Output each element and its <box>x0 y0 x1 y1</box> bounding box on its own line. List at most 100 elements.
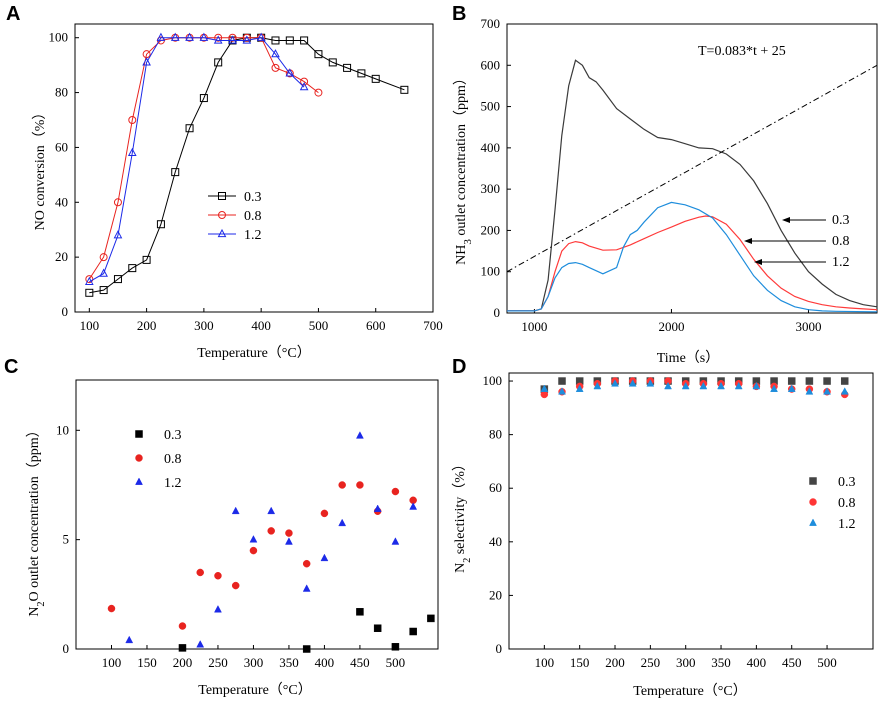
panel-letter-b: B <box>452 3 466 25</box>
legend-marker-0.8 <box>218 211 226 219</box>
data-point-0.8 <box>302 559 311 568</box>
data-point-0.3 <box>178 644 187 652</box>
x-axis-label-a: Temperature（°C） <box>197 345 310 361</box>
data-point-0.3 <box>314 50 323 59</box>
data-point-0.3 <box>302 645 311 653</box>
x-tick-label: 250 <box>641 655 661 670</box>
data-point-0.3 <box>328 58 337 67</box>
y-tick-label: 20 <box>55 249 68 264</box>
data-point-1.2 <box>611 379 619 387</box>
x-tick-label: 200 <box>137 318 157 333</box>
panel-a: Temperature（°C） NO conversion（%） 100 200 3… <box>32 23 443 361</box>
x-tick-label: 500 <box>386 655 406 670</box>
panel-letter-a: A <box>6 3 20 25</box>
x-tick-label: 100 <box>102 655 122 670</box>
series-line-0.8 <box>507 215 878 312</box>
data-point-0.3 <box>558 377 566 385</box>
data-point-1.2 <box>628 379 637 387</box>
data-point-1.2 <box>717 381 725 390</box>
data-point-0.8 <box>113 198 122 207</box>
series-line-1.2 <box>507 201 878 313</box>
curve-label-0.8: 0.8 <box>832 234 850 249</box>
y-tick-label: 10 <box>56 422 69 437</box>
data-point-0.8 <box>271 63 280 72</box>
y-tick-label: 0 <box>496 641 503 656</box>
legend-label-1.2: 1.2 <box>838 517 856 532</box>
data-point-1.2 <box>214 605 222 613</box>
y-axis-label-d: N2 selectivity（%） <box>452 457 473 573</box>
curve-label-0.3: 0.3 <box>832 213 850 228</box>
legend-label-0.3: 0.3 <box>838 475 856 490</box>
x-tick-label: 450 <box>782 655 802 670</box>
data-point-0.3 <box>199 94 208 103</box>
plot-frame-b <box>506 23 878 314</box>
data-point-0.3 <box>400 85 409 94</box>
data-point-0.8 <box>214 571 222 580</box>
y-tick-label: 5 <box>63 532 70 547</box>
y-tick-label: 80 <box>55 85 68 100</box>
x-tick-label: 100 <box>535 655 555 670</box>
y-tick-label: 80 <box>489 427 502 442</box>
data-point-0.8 <box>85 275 94 284</box>
series-line-0.8 <box>88 37 319 280</box>
data-point-0.8 <box>128 116 137 124</box>
data-point-1.2 <box>302 584 311 592</box>
y-tick-label: 400 <box>481 140 501 155</box>
data-point-0.3 <box>142 255 151 264</box>
data-point-1.2 <box>271 49 280 58</box>
data-point-0.3 <box>357 69 366 78</box>
data-point-0.8 <box>314 88 323 97</box>
data-point-0.8 <box>540 390 549 399</box>
data-point-0.8 <box>228 33 237 42</box>
data-point-1.2 <box>409 502 418 510</box>
x-tick-label: 200 <box>605 655 625 670</box>
x-tick-label: 150 <box>137 655 157 670</box>
data-point-1.2 <box>242 35 252 44</box>
data-point-0.3 <box>787 377 796 385</box>
curve-label-arrowhead <box>754 259 762 265</box>
x-tick-label: 100 <box>80 318 100 333</box>
data-point-1.2 <box>373 504 382 512</box>
data-point-1.2 <box>285 537 293 545</box>
data-point-0.3 <box>156 220 165 229</box>
legend-label-0.3: 0.3 <box>244 190 262 205</box>
x-tick-label: 400 <box>747 655 767 670</box>
panel-b: Time（s） NH3 outlet concentration（ppm） T=… <box>453 16 878 366</box>
data-point-0.3 <box>171 168 180 177</box>
y-tick-label: 0 <box>63 641 70 656</box>
data-point-0.8 <box>249 546 258 555</box>
data-point-0.8 <box>107 604 116 613</box>
data-point-1.2 <box>823 387 831 395</box>
curve-label-1.2: 1.2 <box>832 255 850 270</box>
data-point-0.8 <box>142 50 151 59</box>
data-point-0.3 <box>343 63 352 72</box>
data-point-1.2 <box>99 268 108 277</box>
data-point-0.8 <box>285 529 293 537</box>
data-point-0.8 <box>214 33 223 42</box>
x-tick-label: 300 <box>194 318 214 333</box>
data-point-1.2 <box>734 381 743 390</box>
panel-d: Temperature（°C） N2 selectivity（%） 100 150… <box>452 372 874 699</box>
x-tick-label: 400 <box>251 318 271 333</box>
data-point-0.3 <box>373 624 382 632</box>
panel-letter-c: C <box>4 356 18 378</box>
data-point-1.2 <box>231 506 240 515</box>
y-axis-label-a: NO conversion（%） <box>32 106 48 231</box>
data-point-0.3 <box>128 264 137 273</box>
data-point-0.3 <box>113 275 122 284</box>
data-point-1.2 <box>391 537 400 545</box>
data-point-0.3 <box>391 643 400 651</box>
series-line-0.3 <box>89 37 405 294</box>
curve-label-arrowhead <box>782 217 790 223</box>
data-point-0.3 <box>805 377 814 385</box>
data-point-1.2 <box>299 81 309 91</box>
y-tick-label: 100 <box>483 373 503 388</box>
data-point-0.8 <box>267 527 275 535</box>
legend-label-1.2: 1.2 <box>244 228 262 243</box>
y-tick-label: 20 <box>489 587 502 602</box>
x-tick-label: 350 <box>711 655 731 670</box>
data-point-1.2 <box>199 32 209 41</box>
data-point-0.8 <box>99 253 108 262</box>
legend-marker-1.2 <box>217 228 227 238</box>
legend-marker-0.3 <box>809 477 817 485</box>
